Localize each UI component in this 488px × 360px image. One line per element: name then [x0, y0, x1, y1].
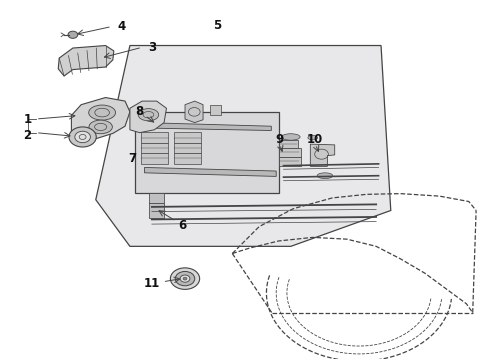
Circle shape	[75, 131, 90, 143]
Ellipse shape	[138, 109, 158, 121]
Polygon shape	[130, 101, 166, 133]
Ellipse shape	[89, 120, 112, 134]
Text: 9: 9	[275, 133, 283, 146]
Text: 1: 1	[23, 113, 32, 126]
Bar	[141, 143, 167, 153]
Bar	[278, 140, 298, 148]
Circle shape	[170, 268, 199, 289]
Ellipse shape	[88, 105, 115, 120]
Text: 6: 6	[178, 219, 186, 232]
Text: 8: 8	[135, 105, 143, 118]
Text: 4: 4	[117, 20, 125, 33]
Bar	[149, 203, 163, 218]
Text: 10: 10	[306, 133, 323, 146]
Bar	[173, 143, 200, 153]
Text: 5: 5	[213, 19, 222, 32]
Polygon shape	[144, 123, 271, 131]
Bar	[149, 193, 163, 203]
Circle shape	[183, 277, 186, 280]
Text: 3: 3	[147, 41, 156, 54]
Bar	[173, 153, 200, 164]
Polygon shape	[184, 101, 203, 123]
Circle shape	[68, 31, 78, 39]
Circle shape	[175, 271, 194, 286]
Polygon shape	[310, 144, 334, 166]
Bar	[278, 148, 300, 157]
Polygon shape	[71, 98, 130, 140]
Bar	[210, 105, 221, 116]
Bar	[141, 153, 167, 164]
Circle shape	[180, 275, 189, 282]
Polygon shape	[144, 167, 276, 176]
Circle shape	[145, 120, 153, 126]
Bar	[141, 132, 167, 143]
Text: 2: 2	[23, 129, 32, 142]
Ellipse shape	[281, 134, 300, 140]
Text: 11: 11	[143, 278, 160, 291]
Circle shape	[69, 127, 96, 147]
Text: 7: 7	[128, 152, 136, 165]
Ellipse shape	[307, 135, 317, 140]
Bar	[278, 157, 300, 166]
Bar	[135, 112, 278, 193]
Bar	[173, 132, 200, 143]
Polygon shape	[58, 45, 114, 76]
Polygon shape	[96, 45, 390, 246]
Ellipse shape	[317, 173, 332, 179]
